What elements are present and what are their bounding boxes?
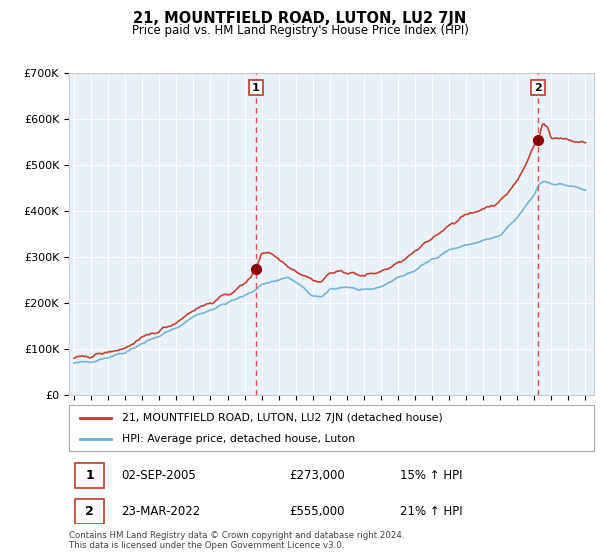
Text: 1: 1 — [85, 469, 94, 482]
Text: Price paid vs. HM Land Registry's House Price Index (HPI): Price paid vs. HM Land Registry's House … — [131, 24, 469, 36]
Text: £273,000: £273,000 — [290, 469, 345, 482]
Text: 15% ↑ HPI: 15% ↑ HPI — [400, 469, 462, 482]
FancyBboxPatch shape — [69, 405, 594, 451]
Text: 2: 2 — [534, 82, 542, 92]
Text: 23-MAR-2022: 23-MAR-2022 — [121, 505, 201, 518]
FancyBboxPatch shape — [76, 463, 104, 488]
Text: 02-SEP-2005: 02-SEP-2005 — [121, 469, 196, 482]
Text: 21, MOUNTFIELD ROAD, LUTON, LU2 7JN: 21, MOUNTFIELD ROAD, LUTON, LU2 7JN — [133, 11, 467, 26]
Text: Contains HM Land Registry data © Crown copyright and database right 2024.
This d: Contains HM Land Registry data © Crown c… — [69, 531, 404, 550]
Text: £555,000: £555,000 — [290, 505, 345, 518]
Text: 21, MOUNTFIELD ROAD, LUTON, LU2 7JN (detached house): 21, MOUNTFIELD ROAD, LUTON, LU2 7JN (det… — [121, 413, 442, 423]
Text: 2: 2 — [85, 505, 94, 518]
Text: 21% ↑ HPI: 21% ↑ HPI — [400, 505, 463, 518]
Text: 1: 1 — [252, 82, 260, 92]
Text: HPI: Average price, detached house, Luton: HPI: Average price, detached house, Luto… — [121, 435, 355, 444]
FancyBboxPatch shape — [76, 499, 104, 524]
